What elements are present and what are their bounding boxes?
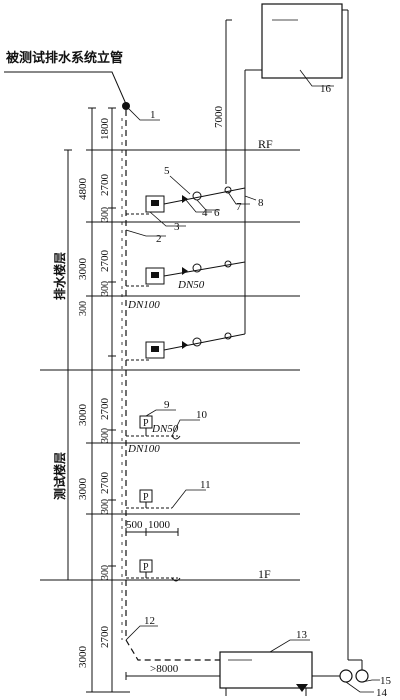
callout-2: 2 (156, 233, 162, 245)
title-leader-line (4, 71, 127, 105)
label-rf: RF (258, 137, 273, 151)
dim-2700-c: 2700 (99, 398, 111, 421)
label-test-floors: 测试楼层 (52, 452, 67, 500)
callout-8: 8 (258, 197, 264, 209)
dim-3000-c: 3000 (77, 478, 89, 501)
dim-4800: 4800 (77, 178, 89, 201)
dim-3000-d: 3000 (77, 646, 89, 669)
callout-12: 12 (144, 615, 155, 627)
dim-3000-b: 3000 (77, 404, 89, 427)
callout-3: 3 (174, 221, 180, 233)
dim-300-a: 300 (100, 207, 111, 222)
dim-1800: 1800 (99, 118, 111, 141)
dim-300-f: 300 (100, 565, 111, 580)
pump-15 (355, 669, 369, 683)
fixture-unit-3 (126, 332, 246, 361)
pump-14 (339, 669, 353, 683)
callouts (125, 69, 380, 693)
label-drain-floors: 排水楼层 (52, 252, 67, 300)
pressure-meter-11: P (126, 489, 172, 509)
dimension-chain-floors (64, 149, 72, 581)
diagram-title: 被测试排水系统立管 (5, 50, 123, 66)
dim-300-d: 300 (100, 428, 111, 443)
svg-text:P: P (143, 492, 149, 503)
callout-9: 9 (164, 399, 170, 411)
tank-drain-valve (296, 684, 308, 692)
label-1f: 1F (258, 567, 271, 581)
dim-300-c: 300 (78, 301, 89, 316)
pipe-label-dn50-b: DN50 (151, 423, 179, 435)
dim-300-e: 300 (100, 499, 111, 514)
pressure-meter-1f: P (126, 559, 181, 582)
svg-text:P: P (143, 418, 149, 429)
dim-8000: >8000 (150, 663, 179, 675)
dim-500: 500 (126, 519, 143, 531)
callout-10: 10 (196, 409, 208, 421)
stack-outlet-to-tank (125, 639, 238, 661)
pipe-label-dn50-a: DN50 (177, 279, 205, 291)
dim-7000: 7000 (213, 106, 225, 129)
callout-11: 11 (200, 479, 211, 491)
callout-5: 5 (164, 165, 170, 177)
callout-14: 14 (376, 687, 388, 699)
dimension-500-1000 (125, 528, 179, 536)
callout-16: 16 (320, 83, 332, 95)
dim-300-b: 300 (100, 281, 111, 296)
dim-3000-a: 3000 (77, 258, 89, 281)
callout-6: 6 (214, 207, 220, 219)
callout-7: 7 (236, 201, 242, 213)
dimension-8000 (125, 672, 220, 680)
callout-4: 4 (202, 207, 208, 219)
dim-2700-e: 2700 (99, 626, 111, 649)
callout-13: 13 (296, 629, 308, 641)
pipe-label-dn100-a: DN100 (127, 299, 160, 311)
svg-text:P: P (143, 562, 149, 573)
dim-2700-d: 2700 (99, 472, 111, 495)
dim-1000: 1000 (148, 519, 171, 531)
collection-tank (219, 651, 313, 689)
dim-2700-a: 2700 (99, 174, 111, 197)
roof-water-tank (261, 3, 343, 79)
callout-1: 1 (150, 109, 156, 121)
fixture-unit-2 (126, 260, 246, 287)
dimension-chain-inner (108, 107, 116, 692)
fixture-unit-1 (126, 186, 246, 215)
callout-15: 15 (380, 675, 392, 687)
pipe-label-dn100-b: DN100 (127, 443, 160, 455)
dimension-chain-outer (88, 107, 96, 693)
dim-2700-b: 2700 (99, 250, 111, 273)
